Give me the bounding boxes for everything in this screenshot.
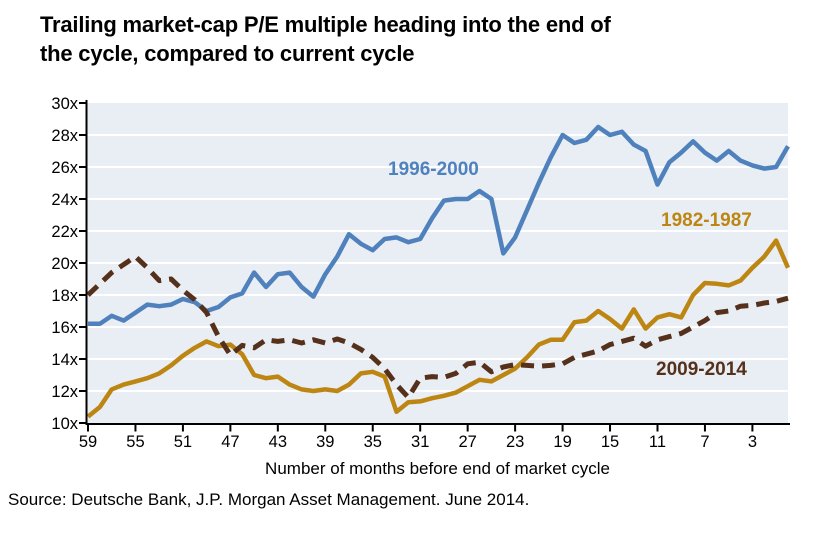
x-tick-label-7: 7 <box>700 433 709 451</box>
series-label-1982-1987: 1982-1987 <box>661 210 752 231</box>
y-tick-label-30x: 30x <box>51 95 78 113</box>
y-tick-label-10x: 10x <box>51 415 78 433</box>
y-tick-label-22x: 22x <box>51 223 78 241</box>
y-tick-label-18x: 18x <box>51 287 78 305</box>
x-tick-label-31: 31 <box>411 433 429 451</box>
x-tick-label-51: 51 <box>174 433 192 451</box>
y-tick-label-24x: 24x <box>51 191 78 209</box>
x-tick-label-35: 35 <box>364 433 382 451</box>
source-note: Source: Deutsche Bank, J.P. Morgan Asset… <box>8 490 530 509</box>
series-label-2009-2014: 2009-2014 <box>656 359 747 380</box>
x-tick-label-23: 23 <box>506 433 524 451</box>
y-tick-label-20x: 20x <box>51 255 78 273</box>
series-line-2009-2014 <box>86 254 789 400</box>
series-label-1996-2000: 1996-2000 <box>388 159 479 180</box>
x-tick-label-27: 27 <box>458 433 476 451</box>
chart-title-line1: Trailing market-cap P/E multiple heading… <box>40 12 611 37</box>
x-axis-title: Number of months before end of market cy… <box>265 459 610 478</box>
y-tick-label-12x: 12x <box>51 383 78 401</box>
x-tick-label-11: 11 <box>649 433 666 451</box>
y-tick-label-26x: 26x <box>51 159 78 177</box>
y-tick-label-14x: 14x <box>51 351 78 369</box>
series-line-1982-1987 <box>86 238 791 419</box>
x-tick-label-19: 19 <box>553 433 571 451</box>
y-tick-label-28x: 28x <box>51 127 78 145</box>
x-tick-label-59: 59 <box>79 433 97 451</box>
x-tick-label-55: 55 <box>126 433 144 451</box>
chart-title-line2: the cycle, compared to current cycle <box>40 41 415 66</box>
x-tick-label-47: 47 <box>221 433 239 451</box>
x-tick-label-15: 15 <box>601 433 619 451</box>
chart-title: Trailing market-cap P/E multiple heading… <box>40 10 800 68</box>
x-tick-label-3: 3 <box>748 433 757 451</box>
y-tick-label-16x: 16x <box>51 319 78 337</box>
x-tick-label-43: 43 <box>269 433 287 451</box>
x-tick-label-39: 39 <box>316 433 334 451</box>
